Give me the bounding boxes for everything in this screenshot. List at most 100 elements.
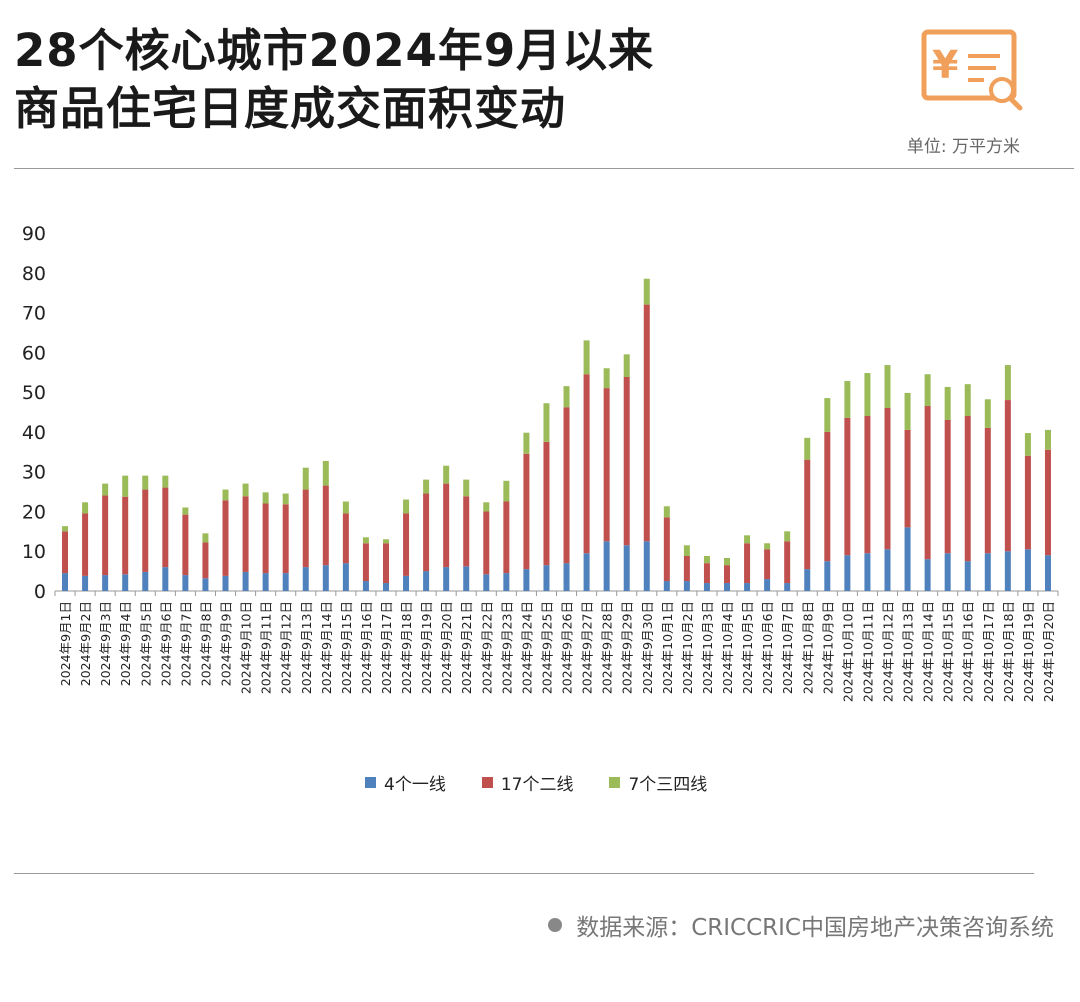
bar-segment-tier1 (403, 575, 410, 591)
bar-segment-tier1 (262, 573, 269, 591)
bar-segment-tier1 (623, 545, 630, 591)
y-tick-label: 30 (22, 462, 46, 484)
bar-segment-tier2 (503, 501, 510, 574)
x-tick-label: 2024年9月30日 (640, 601, 655, 694)
bar-segment-tier3 (643, 278, 650, 305)
bar-segment-tier1 (944, 553, 951, 591)
x-tick-label: 2024年10月20日 (1041, 601, 1056, 702)
bullet-icon (548, 918, 563, 932)
bar-segment-tier3 (162, 475, 169, 488)
top-divider (14, 168, 1074, 169)
x-tick-label: 2024年9月17日 (379, 601, 394, 694)
x-tick-label: 2024年9月21日 (459, 601, 474, 694)
x-tick-label: 2024年9月24日 (519, 601, 534, 694)
bar-segment-tier1 (483, 574, 490, 591)
x-tick-label: 2024年9月14日 (319, 601, 334, 694)
bar-segment-tier2 (182, 514, 189, 576)
bar-segment-tier3 (483, 502, 490, 512)
bar-segment-tier1 (884, 549, 891, 591)
bar-segment-tier2 (924, 406, 931, 560)
bar-segment-tier2 (904, 429, 911, 528)
bar-segment-tier1 (463, 566, 470, 591)
legend-label-tier3: 7个三四线 (628, 775, 708, 795)
bar-segment-tier1 (864, 553, 871, 591)
source-text: 数据来源：CRICCRIC中国房地产决策咨询系统 (576, 915, 1054, 941)
x-tick-label: 2024年10月8日 (800, 601, 815, 694)
legend-item-tier2: 17个二线 (481, 770, 573, 795)
x-tick-label: 2024年9月7日 (178, 601, 193, 686)
x-tick-label: 2024年10月19日 (1021, 601, 1036, 702)
bar-segment-tier1 (744, 583, 751, 591)
bar-segment-tier1 (1024, 549, 1031, 591)
bar-segment-tier3 (683, 545, 690, 556)
bar-segment-tier1 (222, 575, 229, 591)
bar-segment-tier3 (563, 386, 570, 408)
bottom-divider (14, 873, 1034, 874)
bar-segment-tier2 (884, 408, 891, 550)
bar-segment-tier2 (463, 496, 470, 567)
bar-segment-tier3 (1044, 429, 1051, 450)
bar-segment-tier2 (944, 419, 951, 554)
x-tick-label: 2024年9月12日 (279, 601, 294, 694)
bar-segment-tier3 (744, 535, 751, 544)
bar-segment-tier3 (764, 543, 771, 550)
bar-segment-tier2 (964, 415, 971, 562)
bar-segment-tier2 (262, 503, 269, 574)
bar-segment-tier3 (724, 557, 731, 566)
title-line-2: 商品住宅日度成交面积变动 (14, 82, 567, 135)
bar-segment-tier2 (984, 427, 991, 554)
bar-segment-tier3 (423, 479, 430, 494)
bar-segment-tier2 (824, 431, 831, 562)
x-tick-label: 2024年10月15日 (941, 601, 956, 702)
bar-segment-tier3 (463, 479, 470, 497)
x-tick-label: 2024年9月2日 (78, 601, 93, 686)
x-tick-label: 2024年9月1日 (58, 601, 73, 686)
bar-segment-tier1 (122, 574, 129, 591)
bar-segment-tier3 (1024, 433, 1031, 456)
legend-swatch-tier1 (365, 777, 376, 788)
bar-segment-tier1 (824, 561, 831, 591)
x-tick-label: 2024年9月27日 (580, 601, 595, 694)
y-tick-label: 20 (22, 501, 46, 523)
bar-segment-tier1 (764, 579, 771, 591)
bar-segment-tier1 (683, 581, 690, 591)
chart-legend: 4个一线 17个二线 7个三四线 (365, 770, 707, 795)
bar-segment-tier3 (362, 537, 369, 544)
y-tick-label: 40 (22, 422, 46, 444)
bar-segment-tier3 (784, 531, 791, 542)
bar-segment-tier3 (944, 386, 951, 420)
bar-segment-tier3 (302, 467, 309, 490)
bar-segment-tier1 (543, 565, 550, 591)
bar-segment-tier3 (342, 501, 349, 514)
x-tick-label: 2024年9月13日 (299, 601, 314, 694)
bar-segment-tier1 (242, 571, 249, 591)
bar-segment-tier2 (162, 487, 169, 568)
x-tick-label: 2024年9月15日 (339, 601, 354, 694)
x-tick-label: 2024年10月1日 (660, 601, 675, 694)
bar-segment-tier1 (603, 541, 610, 591)
x-tick-label: 2024年10月10日 (840, 601, 855, 702)
x-tick-label: 2024年10月13日 (901, 601, 916, 702)
x-tick-label: 2024年9月29日 (620, 601, 635, 694)
bar-segment-tier1 (362, 581, 369, 591)
bar-segment-tier1 (703, 583, 710, 591)
bar-segment-tier1 (142, 571, 149, 591)
x-tick-label: 2024年10月7日 (780, 601, 795, 694)
bar-segment-tier3 (182, 507, 189, 515)
x-tick-label: 2024年9月25日 (539, 601, 554, 694)
x-tick-label: 2024年9月5日 (138, 601, 153, 686)
bar-segment-tier1 (724, 583, 731, 591)
x-tick-label: 2024年10月17日 (981, 601, 996, 702)
bar-segment-tier2 (102, 495, 109, 576)
bar-segment-tier1 (282, 573, 289, 591)
x-tick-label: 2024年10月2日 (680, 601, 695, 694)
x-tick-label: 2024年9月3日 (98, 601, 113, 686)
y-tick-label: 70 (22, 303, 46, 325)
bar-segment-tier2 (643, 304, 650, 542)
y-tick-label: 80 (22, 263, 46, 285)
bar-segment-tier2 (82, 513, 89, 576)
bar-segment-tier2 (322, 485, 329, 566)
bar-segment-tier1 (643, 541, 650, 591)
data-source: 数据来源：CRICCRIC中国房地产决策咨询系统 (548, 908, 1054, 942)
stacked-bar-chart: 0 10 20 30 40 50 60 70 80 90 2024年9月1日 2024年9月2日 202… (22, 223, 1059, 702)
